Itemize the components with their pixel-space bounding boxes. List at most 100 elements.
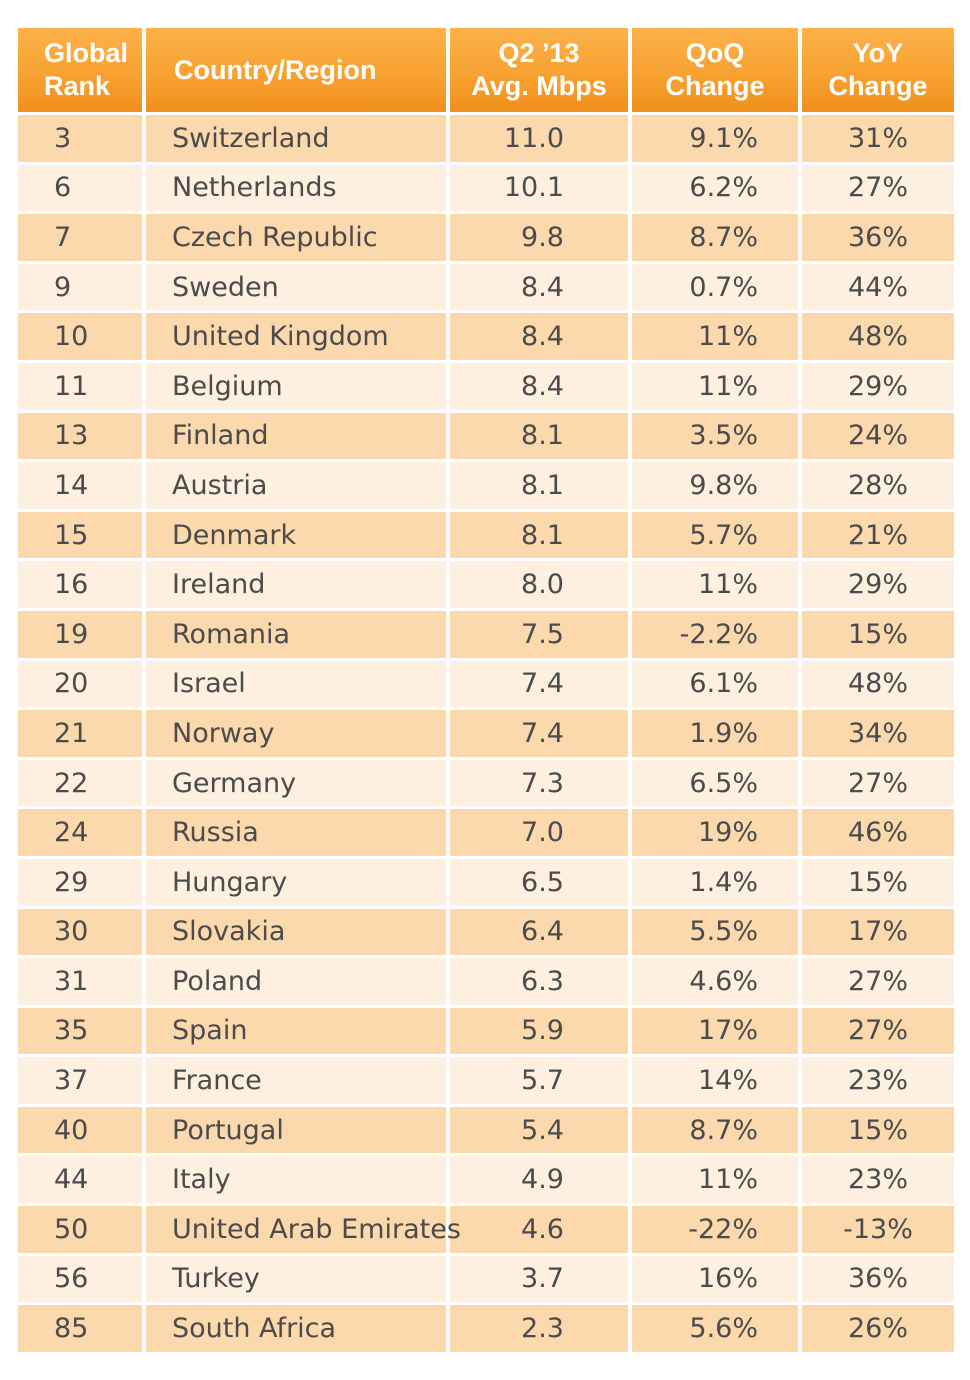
table-row: 22 Germany 7.3 6.5% 27% — [18, 759, 954, 807]
cell-country: Denmark — [146, 511, 446, 559]
header-global-rank: Global Rank — [18, 28, 142, 112]
cell-qoq-change: -22% — [632, 1206, 798, 1253]
cell-rank: 37 — [18, 1057, 142, 1104]
cell-yoy-change: 17% — [802, 908, 954, 956]
cell-avg-mbps: 5.4 — [450, 1106, 628, 1154]
cell-yoy-change: 46% — [802, 809, 954, 856]
cell-rank: 16 — [18, 561, 142, 608]
cell-qoq-change: 9.8% — [632, 462, 798, 509]
cell-country: United Arab Emirates — [146, 1206, 461, 1253]
cell-rank: 6 — [18, 164, 142, 212]
cell-qoq-change: 6.2% — [632, 164, 798, 212]
cell-avg-mbps: 7.4 — [450, 660, 628, 708]
cell-country: Poland — [146, 958, 446, 1005]
table-row: 6 Netherlands 10.1 6.2% 27% — [18, 164, 954, 212]
cell-yoy-change: 48% — [802, 313, 954, 360]
cell-qoq-change: 0.7% — [632, 263, 798, 311]
cell-qoq-change: 6.1% — [632, 660, 798, 708]
cell-country: Belgium — [146, 362, 446, 410]
cell-qoq-change: 6.5% — [632, 759, 798, 807]
cell-country: Czech Republic — [146, 214, 446, 261]
header-avg-mbps: Q2 ’13 Avg. Mbps — [450, 28, 628, 112]
cell-country: Switzerland — [146, 115, 446, 162]
cell-yoy-change: 27% — [802, 1007, 954, 1055]
cell-yoy-change: 48% — [802, 660, 954, 708]
cell-avg-mbps: 9.8 — [450, 214, 628, 261]
table-row: 30 Slovakia 6.4 5.5% 17% — [18, 908, 954, 956]
cell-yoy-change: 29% — [802, 561, 954, 608]
cell-avg-mbps: 8.4 — [450, 263, 628, 311]
table-row: 9 Sweden 8.4 0.7% 44% — [18, 263, 954, 311]
cell-country: United Kingdom — [146, 313, 446, 360]
cell-qoq-change: 1.9% — [632, 710, 798, 757]
cell-rank: 9 — [18, 263, 142, 311]
cell-avg-mbps: 8.1 — [450, 462, 628, 509]
cell-avg-mbps: 11.0 — [450, 115, 628, 162]
cell-yoy-change: 23% — [802, 1156, 954, 1204]
table-row: 20 Israel 7.4 6.1% 48% — [18, 660, 954, 708]
cell-country: Austria — [146, 462, 446, 509]
table-row: 10 United Kingdom 8.4 11% 48% — [18, 313, 954, 360]
cell-qoq-change: 11% — [632, 561, 798, 608]
cell-qoq-change: -2.2% — [632, 610, 798, 658]
cell-country: Turkey — [146, 1255, 446, 1303]
cell-qoq-change: 5.7% — [632, 511, 798, 559]
table-row: 35 Spain 5.9 17% 27% — [18, 1007, 954, 1055]
cell-rank: 13 — [18, 412, 142, 460]
cell-country: Hungary — [146, 858, 446, 906]
cell-rank: 7 — [18, 214, 142, 261]
cell-country: Sweden — [146, 263, 446, 311]
cell-rank: 50 — [18, 1206, 142, 1253]
cell-country: Finland — [146, 412, 446, 460]
cell-qoq-change: 1.4% — [632, 858, 798, 906]
speed-table: Global Rank Country/Region Q2 ’13 Avg. M… — [14, 25, 958, 1355]
cell-avg-mbps: 7.0 — [450, 809, 628, 856]
cell-rank: 40 — [18, 1106, 142, 1154]
cell-avg-mbps: 4.9 — [450, 1156, 628, 1204]
cell-yoy-change: 29% — [802, 362, 954, 410]
table-row: 50 United Arab Emirates 4.6 -22% -13% — [18, 1206, 954, 1253]
cell-yoy-change: 24% — [802, 412, 954, 460]
cell-country: Russia — [146, 809, 446, 856]
cell-avg-mbps: 8.1 — [450, 511, 628, 559]
cell-country: Spain — [146, 1007, 446, 1055]
cell-rank: 31 — [18, 958, 142, 1005]
cell-rank: 29 — [18, 858, 142, 906]
cell-country: Ireland — [146, 561, 446, 608]
cell-avg-mbps: 5.7 — [450, 1057, 628, 1104]
cell-country: France — [146, 1057, 446, 1104]
cell-yoy-change: 15% — [802, 1106, 954, 1154]
cell-qoq-change: 11% — [632, 1156, 798, 1204]
cell-country: Germany — [146, 759, 446, 807]
cell-yoy-change: 28% — [802, 462, 954, 509]
table-row: 24 Russia 7.0 19% 46% — [18, 809, 954, 856]
cell-avg-mbps: 7.5 — [450, 610, 628, 658]
cell-rank: 56 — [18, 1255, 142, 1303]
cell-qoq-change: 11% — [632, 313, 798, 360]
cell-avg-mbps: 8.4 — [450, 313, 628, 360]
cell-qoq-change: 8.7% — [632, 214, 798, 261]
table-row: 19 Romania 7.5 -2.2% 15% — [18, 610, 954, 658]
cell-yoy-change: 34% — [802, 710, 954, 757]
cell-yoy-change: 44% — [802, 263, 954, 311]
cell-avg-mbps: 6.4 — [450, 908, 628, 956]
table-row: 56 Turkey 3.7 16% 36% — [18, 1255, 954, 1303]
cell-avg-mbps: 6.5 — [450, 858, 628, 906]
cell-avg-mbps: 8.4 — [450, 362, 628, 410]
cell-avg-mbps: 4.6 — [450, 1206, 628, 1253]
table-row: 15 Denmark 8.1 5.7% 21% — [18, 511, 954, 559]
cell-rank: 85 — [18, 1305, 142, 1352]
cell-avg-mbps: 7.3 — [450, 759, 628, 807]
cell-qoq-change: 17% — [632, 1007, 798, 1055]
speed-table-container: Global Rank Country/Region Q2 ’13 Avg. M… — [18, 28, 954, 1352]
table-row: 37 France 5.7 14% 23% — [18, 1057, 954, 1104]
table-row: 7 Czech Republic 9.8 8.7% 36% — [18, 214, 954, 261]
cell-rank: 14 — [18, 462, 142, 509]
cell-yoy-change: 27% — [802, 164, 954, 212]
cell-country: Slovakia — [146, 908, 446, 956]
cell-qoq-change: 4.6% — [632, 958, 798, 1005]
cell-yoy-change: 31% — [802, 115, 954, 162]
table-row: 11 Belgium 8.4 11% 29% — [18, 362, 954, 410]
cell-yoy-change: 15% — [802, 610, 954, 658]
cell-country: South Africa — [146, 1305, 446, 1352]
